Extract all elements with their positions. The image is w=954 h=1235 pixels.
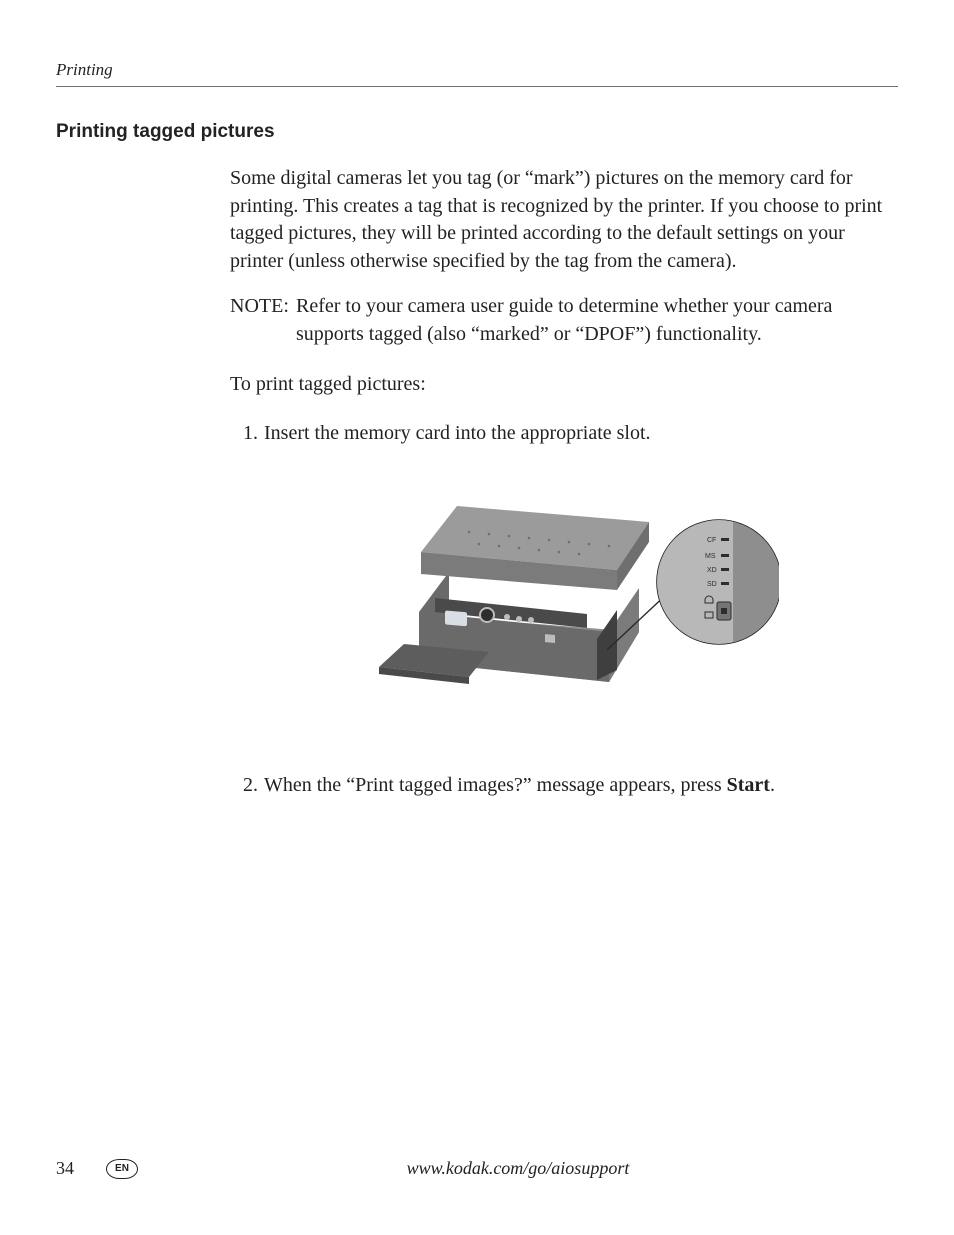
slot-label-cf: CF — [707, 537, 716, 544]
card-slot-recess — [597, 610, 617, 680]
step-1-number: 1. — [230, 420, 264, 448]
panel-button-1 — [504, 614, 510, 620]
nav-dial — [480, 608, 494, 622]
printer-figure: CF MS XD SD — [230, 482, 898, 712]
note-text: Refer to your camera user guide to deter… — [296, 293, 898, 348]
step-1-text: Insert the memory card into the appropri… — [264, 420, 898, 448]
page-footer: 34 EN www.kodak.com/go/aiosupport — [56, 1158, 898, 1179]
step-2-number: 2. — [230, 772, 264, 800]
step-2-text-before: When the “Print tagged images?” message … — [264, 774, 727, 796]
body-column: Some digital cameras let you tag (or “ma… — [230, 165, 898, 799]
step-2-bold: Start — [727, 774, 770, 796]
callout-detail: CF MS XD SD — [657, 520, 779, 650]
step-2: 2. When the “Print tagged images?” messa… — [230, 772, 898, 800]
step-2-text-after: . — [770, 774, 775, 796]
note-label: NOTE: — [230, 293, 296, 348]
panel-button-4 — [545, 634, 555, 643]
language-badge: EN — [106, 1159, 138, 1179]
lead-in: To print tagged pictures: — [230, 371, 898, 399]
note-block: NOTE: Refer to your camera user guide to… — [230, 293, 898, 348]
slot-label-xd: XD — [707, 567, 717, 574]
slot-label-ms: MS — [705, 553, 716, 560]
intro-paragraph: Some digital cameras let you tag (or “ma… — [230, 165, 898, 275]
page: Printing Printing tagged pictures Some d… — [0, 0, 954, 1235]
slot-label-sd: SD — [707, 581, 717, 588]
panel-button-3 — [528, 617, 534, 623]
panel-button-2 — [516, 616, 522, 622]
footer-url: www.kodak.com/go/aiosupport — [138, 1158, 898, 1179]
section-title: Printing tagged pictures — [56, 121, 898, 143]
printer-illustration: CF MS XD SD — [349, 482, 779, 712]
running-head: Printing — [56, 60, 898, 87]
step-1: 1. Insert the memory card into the appro… — [230, 420, 898, 448]
lcd-screen — [445, 610, 467, 626]
page-number: 34 — [56, 1158, 96, 1179]
step-2-text: When the “Print tagged images?” message … — [264, 772, 898, 800]
